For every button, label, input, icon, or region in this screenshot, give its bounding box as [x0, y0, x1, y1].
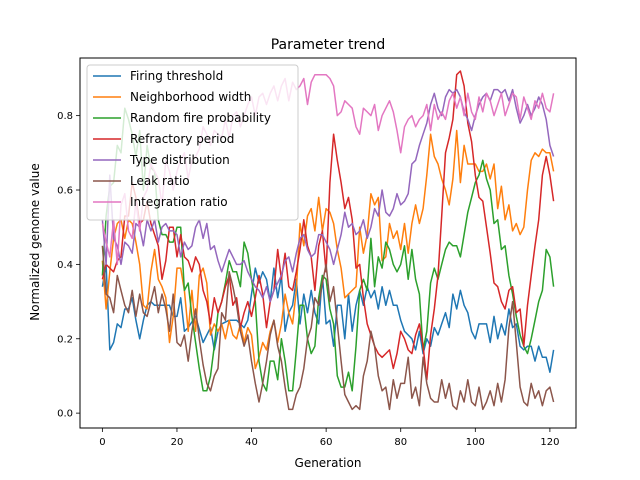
series-line-type-distribution [101, 88, 555, 303]
x-tick-label: 20 [171, 437, 184, 448]
legend-box [86, 64, 299, 221]
legend-label-leak-ratio: Leak ratio [130, 174, 190, 188]
x-tick-label: 80 [394, 437, 407, 448]
legend-label-firing-threshold: Firing threshold [130, 69, 223, 83]
x-tick-label: 0 [99, 437, 105, 448]
x-tick-label: 60 [320, 437, 333, 448]
y-axis-label: Normalized genome value [28, 163, 42, 320]
series-line-leak-ratio [101, 245, 555, 411]
y-tick-label: 0.2 [57, 334, 73, 345]
y-tick-label: 0.6 [57, 186, 73, 197]
axes-frame [79, 57, 577, 429]
legend: Firing threshold Neighborhood width Random… [86, 64, 299, 221]
series-line-firing-threshold [101, 263, 555, 373]
legend-label-refractory-period: Refractory period [130, 132, 234, 146]
x-tick-label: 120 [540, 437, 559, 448]
y-tick-label: 0.0 [57, 409, 73, 420]
series-line-random-fire-probability [101, 107, 555, 392]
legend-label-type-distribution: Type distribution [129, 153, 230, 167]
series-line-refractory-period [101, 70, 555, 381]
x-axis-label: Generation [295, 456, 362, 470]
y-tick-label: 0.4 [57, 260, 73, 271]
legend-label-random-fire-probability: Random fire probability [130, 111, 271, 125]
x-tick-label: 40 [245, 437, 258, 448]
legend-label-integration-ratio: Integration ratio [130, 195, 228, 209]
y-tick-label: 0.8 [57, 111, 73, 122]
legend-label-neighborhood-width: Neighborhood width [130, 90, 251, 104]
series-layer [101, 70, 555, 411]
x-tick-label: 100 [466, 437, 485, 448]
chart-title: Parameter trend [271, 37, 386, 53]
y-axis: 0.0 0.2 0.4 0.6 0.8 [57, 111, 80, 420]
x-axis: 0 20 40 60 80 100 120 [99, 428, 559, 448]
